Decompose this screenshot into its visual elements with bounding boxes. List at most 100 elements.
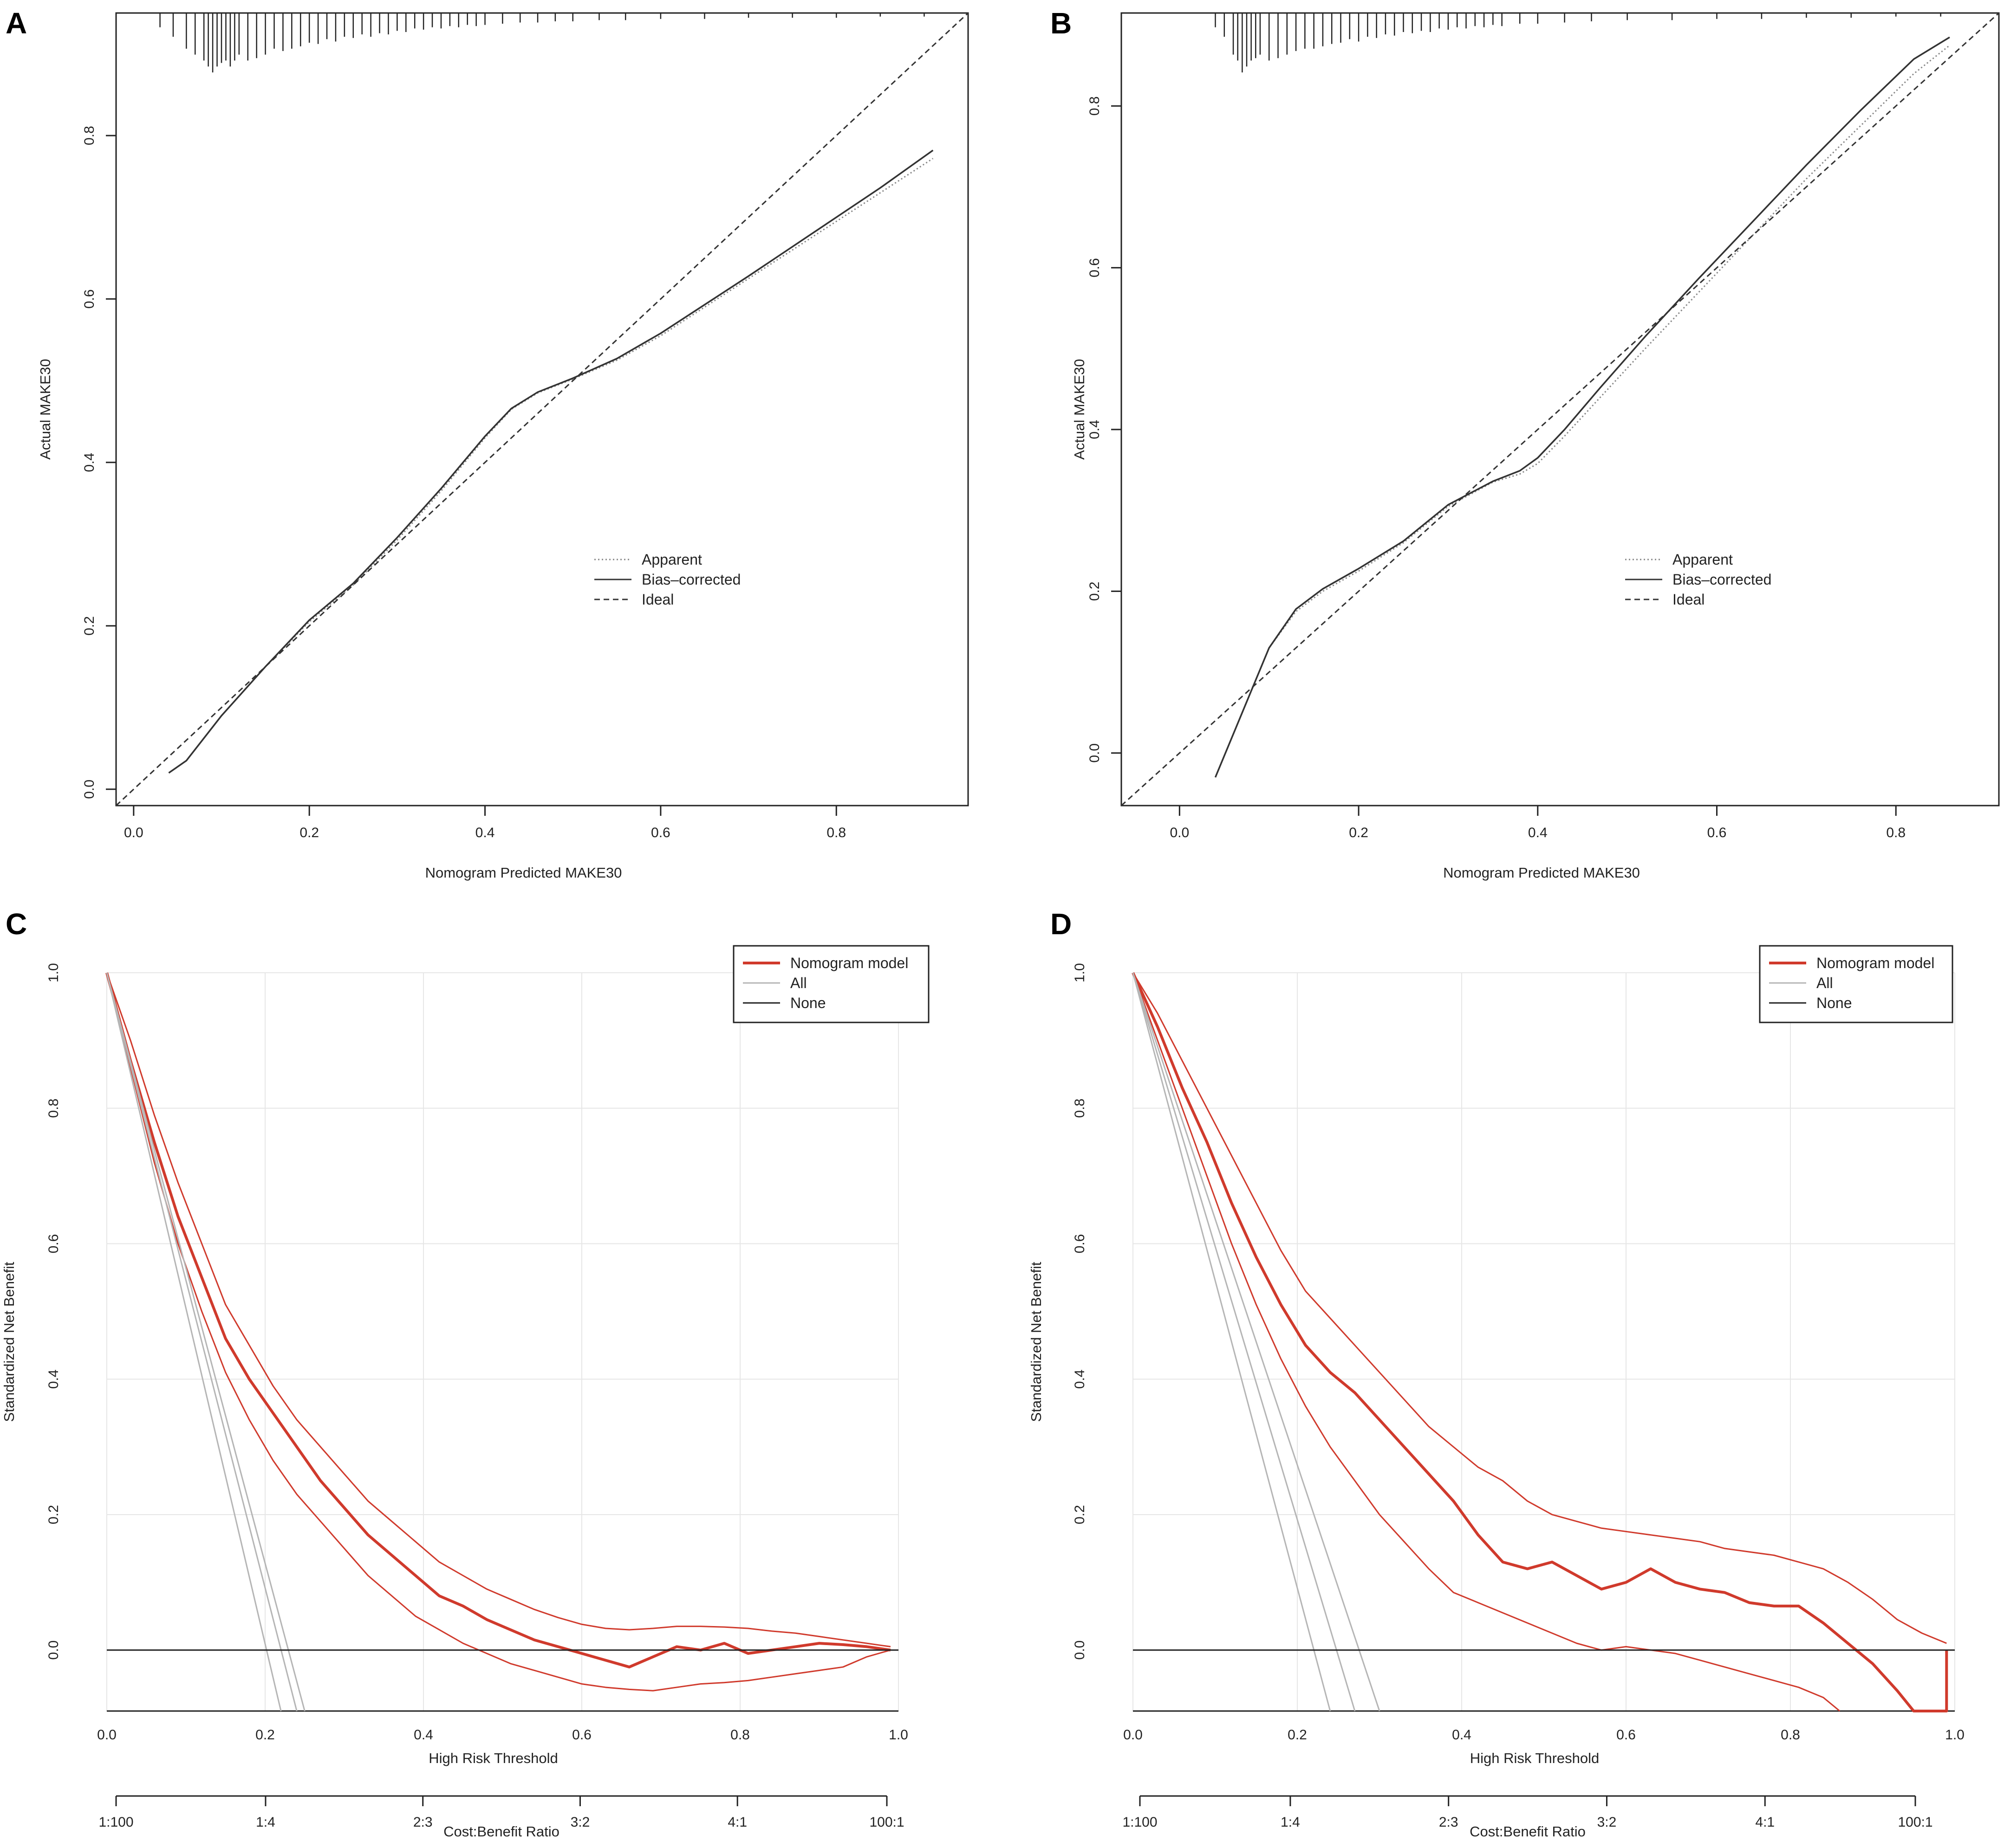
panel-d: D 0.0 0.2 0.4 0.6 0.8 1.0 0.0 0.2 0.4 0.6 0.8 1.0 Hig… xyxy=(1028,907,1965,1840)
y-tick-label: 1.0 xyxy=(46,963,61,983)
panel-letter: C xyxy=(6,907,27,941)
x-axis-label: High Risk Threshold xyxy=(1470,1750,1600,1766)
y-tick-label: 0.4 xyxy=(46,1369,61,1389)
x2-axis-label: Cost:Benefit Ratio xyxy=(1470,1823,1586,1840)
series-line-all-ci-1 xyxy=(1132,972,1331,1711)
x2-tick-label: 3:2 xyxy=(571,1815,590,1830)
x-tick-label: 0.8 xyxy=(1781,1727,1800,1743)
y-tick-label: 0.8 xyxy=(82,126,97,145)
legend-label: None xyxy=(1816,995,1852,1011)
series-line-bias-corrected xyxy=(1214,36,1950,778)
x-tick-label: 1.0 xyxy=(1945,1727,1965,1743)
y-axis-label: Actual MAKE30 xyxy=(1071,359,1087,460)
x-tick-label: 0.0 xyxy=(97,1727,117,1743)
y-tick-label: 0.4 xyxy=(82,453,97,472)
x-tick-label: 0.0 xyxy=(1123,1727,1143,1743)
y-tick-label: 0.8 xyxy=(46,1099,61,1118)
x2-tick-label: 100:1 xyxy=(869,1815,904,1830)
x2-tick-label: 1:4 xyxy=(1281,1815,1300,1830)
series-line-apparent xyxy=(168,157,934,774)
legend-label: Nomogram model xyxy=(1816,955,1934,971)
legend-box xyxy=(1759,945,1953,1023)
x-tick-label: 0.6 xyxy=(1616,1727,1636,1743)
panel-letter: A xyxy=(6,7,27,40)
x-tick-label: 0.2 xyxy=(1288,1727,1307,1743)
y-axis-label: Standardized Net Benefit xyxy=(1,1262,17,1422)
legend-label: All xyxy=(790,975,807,991)
x-axis-label: High Risk Threshold xyxy=(429,1750,558,1766)
y-tick-label: 0.0 xyxy=(1072,1640,1087,1660)
series-line-all xyxy=(1132,972,1356,1711)
panel-letter: B xyxy=(1050,7,1072,40)
y-tick-label: 0.6 xyxy=(1072,1234,1087,1254)
y-tick-label: 0.0 xyxy=(82,780,97,799)
series-line-nomogram-model-upper-ci xyxy=(106,972,891,1647)
x-tick-label: 0.4 xyxy=(414,1727,433,1743)
x2-axis-label: Cost:Benefit Ratio xyxy=(443,1823,560,1840)
x-tick-label: 0.8 xyxy=(730,1727,750,1743)
x-tick-label: 0.8 xyxy=(826,825,846,840)
panel-c: C 0.0 0.2 0.4 0.6 0.8 1.0 0.0 0.2 0.4 0.6 0.8 1.0 Hig… xyxy=(1,907,930,1840)
series-line-all xyxy=(106,972,298,1711)
legend-label: Apparent xyxy=(642,551,702,568)
x-tick-label: 0.6 xyxy=(651,825,670,840)
x-tick-label: 0.4 xyxy=(475,825,495,840)
y-tick-label: 1.0 xyxy=(1072,963,1087,983)
legend-label: None xyxy=(790,995,826,1011)
y-tick-label: 0.4 xyxy=(1087,420,1102,439)
x-tick-label: 0.2 xyxy=(255,1727,275,1743)
x-tick-label: 0.0 xyxy=(1170,825,1189,840)
series-line-all-ci-2 xyxy=(1132,972,1380,1711)
series-line-nomogram-model-upper-ci xyxy=(1132,972,1947,1644)
series-line-all-ci-2 xyxy=(106,972,306,1711)
x-tick-label: 0.4 xyxy=(1528,825,1548,840)
panel-a: A 0.0 0.2 0.4 0.6 0.8 0.0 0.2 0.4 0.6 0.8 Nomogram … xyxy=(6,7,969,881)
y-tick-label: 0.2 xyxy=(82,616,97,636)
legend-label: All xyxy=(1816,975,1833,991)
y-tick-label: 0.2 xyxy=(1072,1505,1087,1524)
panel-letter: D xyxy=(1050,907,1072,941)
x2-tick-label: 2:3 xyxy=(1439,1815,1458,1830)
x2-tick-label: 2:3 xyxy=(413,1815,433,1830)
x-tick-label: 0.6 xyxy=(1707,825,1727,840)
y-axis-label: Standardized Net Benefit xyxy=(1028,1262,1044,1422)
x-tick-label: 0.0 xyxy=(124,825,143,840)
legend-label: Bias–corrected xyxy=(1672,571,1771,588)
x-tick-label: 0.6 xyxy=(572,1727,592,1743)
y-tick-label: 0.0 xyxy=(46,1640,61,1660)
x-axis-label: Nomogram Predicted MAKE30 xyxy=(1443,865,1640,881)
legend-label: Apparent xyxy=(1672,551,1733,568)
x-tick-label: 0.4 xyxy=(1452,1727,1471,1743)
y-tick-label: 0.6 xyxy=(46,1234,61,1254)
series-line-nomogram-model-lower-ci xyxy=(106,972,891,1692)
y-tick-label: 0.4 xyxy=(1072,1369,1087,1389)
x-tick-label: 1.0 xyxy=(889,1727,908,1743)
y-tick-label: 0.8 xyxy=(1072,1099,1087,1118)
x-tick-label: 0.8 xyxy=(1886,825,1906,840)
y-tick-label: 0.2 xyxy=(46,1505,61,1524)
y-tick-label: 0.6 xyxy=(1087,258,1102,278)
legend-label: Bias–corrected xyxy=(642,571,741,588)
x2-tick-label: 4:1 xyxy=(728,1815,747,1830)
series-line-nomogram-model-lower-ci xyxy=(1132,972,1841,1712)
legend-label: Ideal xyxy=(642,591,674,608)
y-tick-label: 0.8 xyxy=(1087,96,1102,116)
x-tick-label: 0.2 xyxy=(1349,825,1368,840)
y-tick-label: 0.6 xyxy=(82,289,97,309)
plot-frame xyxy=(115,12,969,807)
legend-box xyxy=(733,945,930,1023)
series-line-bias-corrected xyxy=(168,150,934,774)
legend-label: Ideal xyxy=(1672,591,1705,608)
x2-tick-label: 1:100 xyxy=(1122,1815,1157,1830)
y-tick-label: 0.2 xyxy=(1087,582,1102,601)
legend-label: Nomogram model xyxy=(790,955,908,971)
x-axis-label: Nomogram Predicted MAKE30 xyxy=(425,865,622,881)
x2-tick-label: 4:1 xyxy=(1755,1815,1775,1830)
x-tick-label: 0.2 xyxy=(299,825,319,840)
series-line-ideal xyxy=(115,12,969,807)
panel-b: B 0.0 0.2 0.4 0.6 0.8 0.0 0.2 0.4 0.6 0.8 Nomogram … xyxy=(1050,7,2000,881)
series-line-all-ci-1 xyxy=(106,972,282,1711)
series-line-nomogram-model xyxy=(1132,972,1948,1712)
series-line-nomogram-model xyxy=(105,972,891,1669)
